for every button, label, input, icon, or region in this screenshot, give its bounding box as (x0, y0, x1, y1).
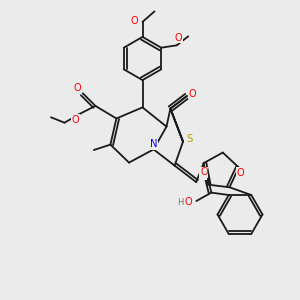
Text: O: O (74, 83, 81, 93)
Text: S: S (187, 134, 193, 144)
Text: O: O (184, 196, 192, 207)
Text: O: O (175, 33, 182, 43)
Text: H: H (178, 198, 184, 207)
Text: O: O (200, 167, 208, 177)
Text: O: O (71, 115, 79, 125)
Text: N: N (150, 139, 157, 149)
Text: H: H (200, 170, 206, 179)
Text: O: O (188, 88, 196, 99)
Text: O: O (130, 16, 138, 26)
Text: O: O (236, 168, 244, 178)
